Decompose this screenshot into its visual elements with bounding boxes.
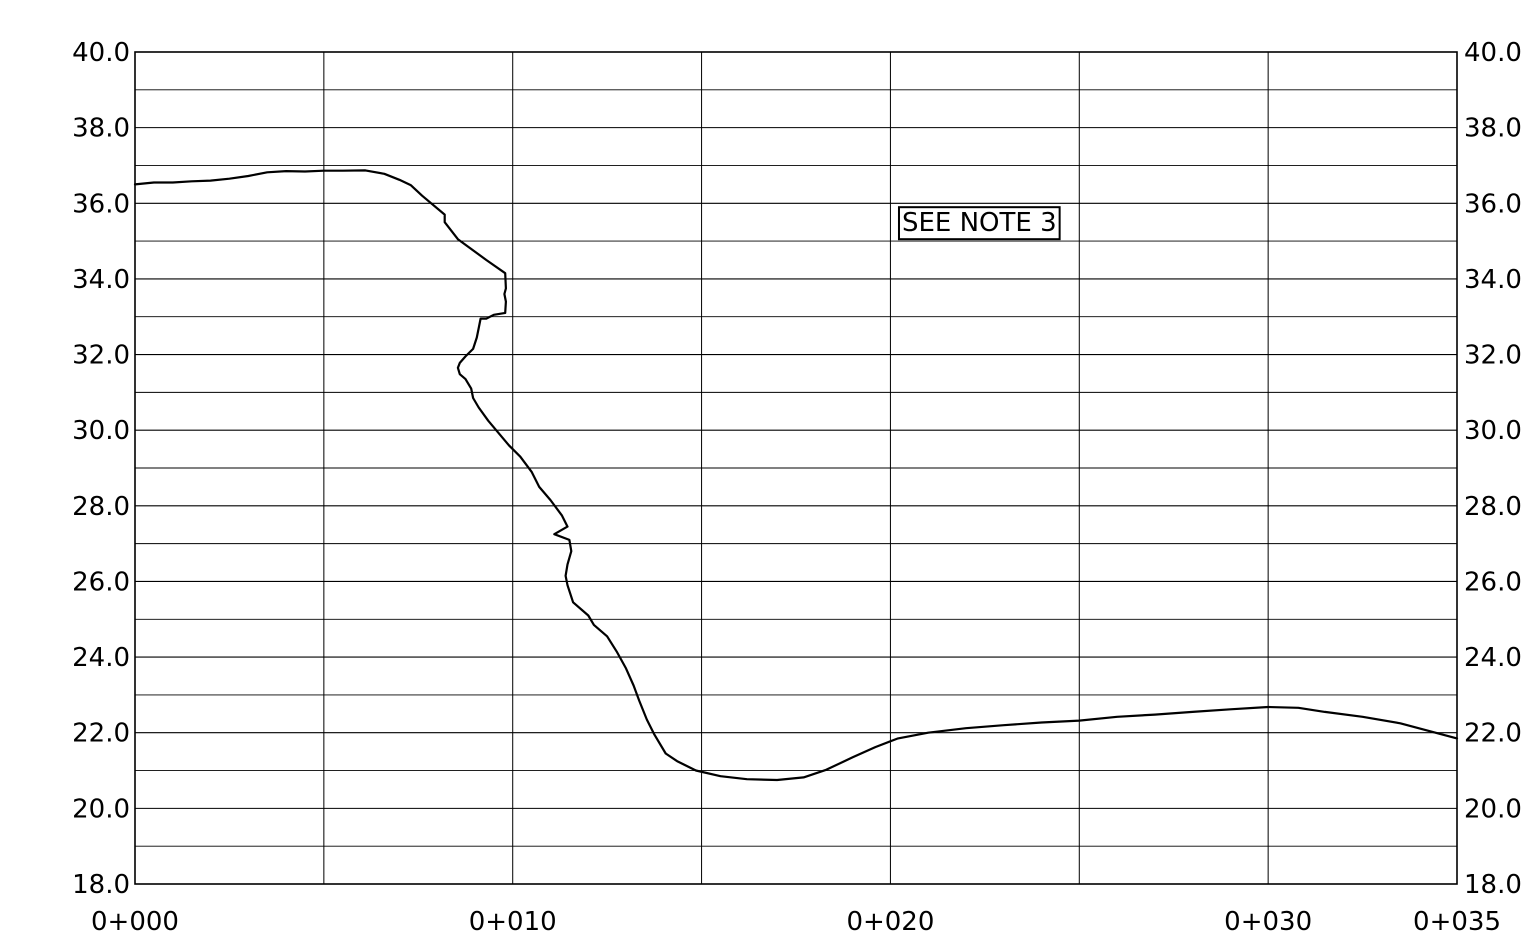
y-tick-label-left: 20.0 bbox=[72, 794, 130, 824]
x-tick-label: 0+020 bbox=[846, 907, 934, 937]
x-tick-label: 0+000 bbox=[91, 907, 179, 937]
y-tick-label-right: 24.0 bbox=[1464, 643, 1522, 673]
y-tick-label-right: 36.0 bbox=[1464, 189, 1522, 219]
y-tick-label-left: 24.0 bbox=[72, 643, 130, 673]
y-tick-label-left: 28.0 bbox=[72, 492, 130, 522]
y-tick-label-right: 32.0 bbox=[1464, 341, 1522, 371]
vertical-gridlines bbox=[323, 52, 1269, 884]
right-y-tick-labels: 18.0 20.0 22.0 24.0 26.0 28.0 30.0 32.0 34.0 36.0… bbox=[1464, 38, 1522, 900]
y-tick-label-left: 26.0 bbox=[72, 567, 130, 597]
chart-annotations: SEE NOTE 3 bbox=[897, 206, 1061, 241]
y-tick-label-right: 18.0 bbox=[1464, 870, 1522, 900]
y-tick-label-right: 34.0 bbox=[1464, 265, 1522, 295]
x-tick-label: 0+030 bbox=[1224, 907, 1312, 937]
y-tick-label-left: 22.0 bbox=[72, 719, 130, 749]
y-tick-label-right: 38.0 bbox=[1464, 114, 1522, 144]
y-tick-label-right: 22.0 bbox=[1464, 719, 1522, 749]
y-tick-label-right: 40.0 bbox=[1464, 38, 1522, 68]
y-tick-label-left: 36.0 bbox=[72, 189, 130, 219]
annotation-box bbox=[897, 206, 1061, 241]
y-tick-label-left: 38.0 bbox=[72, 114, 130, 144]
y-tick-label-right: 26.0 bbox=[1464, 567, 1522, 597]
see-note-annotation: SEE NOTE 3 bbox=[897, 206, 1061, 241]
plot-frame bbox=[134, 51, 1458, 885]
x-tick-labels: 0+000 0+010 0+020 0+030 0+035 bbox=[91, 907, 1501, 937]
x-tick-label: 0+035 bbox=[1413, 907, 1501, 937]
y-tick-label-left: 30.0 bbox=[72, 416, 130, 446]
y-tick-label-left: 32.0 bbox=[72, 341, 130, 371]
y-tick-label-left: 18.0 bbox=[72, 870, 130, 900]
x-tick-label: 0+010 bbox=[469, 907, 557, 937]
minor-gridlines bbox=[135, 89, 1457, 847]
left-y-tick-labels: 18.0 20.0 22.0 24.0 26.0 28.0 30.0 32.0 34.0 36.0… bbox=[72, 38, 130, 900]
y-tick-label-right: 30.0 bbox=[1464, 416, 1522, 446]
y-tick-label-right: 20.0 bbox=[1464, 794, 1522, 824]
y-tick-label-left: 40.0 bbox=[72, 38, 130, 68]
ground-profile-line bbox=[133, 169, 1459, 782]
y-tick-label-left: 34.0 bbox=[72, 265, 130, 295]
annotation-text: SEE NOTE 3 bbox=[902, 208, 1057, 238]
y-tick-label-right: 28.0 bbox=[1464, 492, 1522, 522]
